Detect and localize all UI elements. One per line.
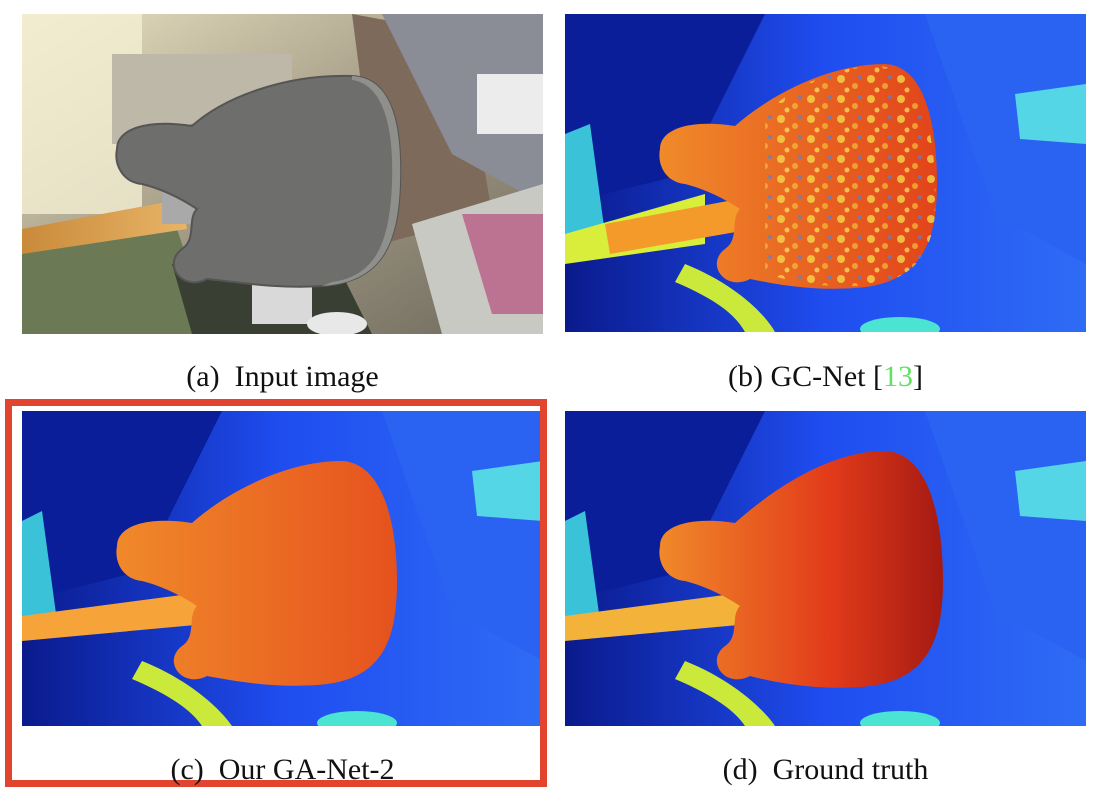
caption-b-bracket: ] bbox=[912, 360, 923, 393]
caption-b-label: GC-Net [ bbox=[770, 360, 883, 393]
caption-a-tag: (a) bbox=[186, 360, 220, 393]
caption-c-label: Our GA-Net-2 bbox=[218, 753, 395, 786]
caption-c-tag: (c) bbox=[170, 753, 204, 786]
caption-d: (d) Ground truth bbox=[565, 755, 1086, 785]
caption-b: (b) GC-Net [13] bbox=[565, 362, 1086, 392]
panel-c-ga-net-2 bbox=[22, 411, 543, 726]
panel-d-ground-truth bbox=[565, 411, 1086, 726]
caption-a-label: Input image bbox=[234, 360, 379, 393]
citation-link[interactable]: 13 bbox=[882, 360, 913, 393]
caption-d-tag: (d) bbox=[722, 753, 758, 786]
panel-a-input-image bbox=[22, 14, 543, 334]
panel-b-gc-net bbox=[565, 14, 1086, 332]
caption-b-tag: (b) bbox=[728, 360, 763, 393]
caption-a: (a) Input image bbox=[22, 362, 543, 392]
caption-d-label: Ground truth bbox=[772, 753, 929, 786]
caption-c: (c) Our GA-Net-2 bbox=[22, 755, 543, 785]
highlight-frame bbox=[5, 399, 547, 787]
